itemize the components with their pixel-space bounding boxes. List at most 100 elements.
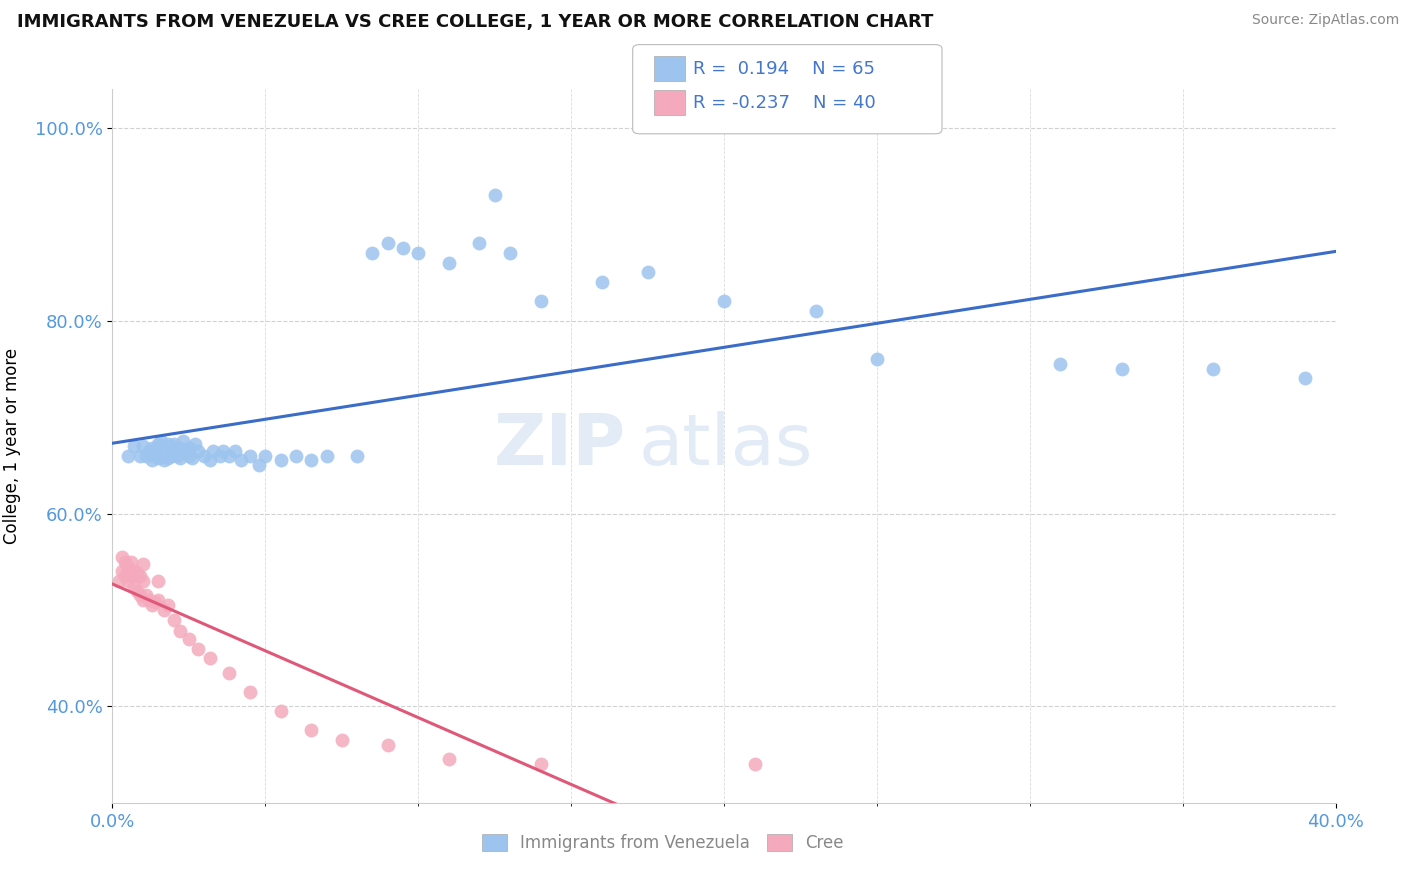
Point [315,449,337,463]
Point [169,624,191,639]
Point [202,443,225,458]
Legend: Immigrants from Venezuela, Cree: Immigrants from Venezuela, Cree [475,827,851,859]
Point [346,449,368,463]
Point [377,236,399,251]
Point [744,757,766,772]
Point [129,569,152,583]
Point [138,593,160,607]
Text: IMMIGRANTS FROM VENEZUELA VS CREE COLLEGE, 1 YEAR OR MORE CORRELATION CHART: IMMIGRANTS FROM VENEZUELA VS CREE COLLEG… [17,13,934,31]
Point [111,549,134,564]
Point [193,449,215,463]
Point [187,443,209,458]
Point [208,449,231,463]
Point [254,449,277,463]
Point [143,595,166,609]
Point [530,294,553,309]
Point [713,294,735,309]
Point [174,443,197,458]
Point [153,603,176,617]
Point [138,443,160,458]
Point [135,449,157,463]
Point [218,449,240,463]
Point [117,574,139,588]
Point [177,449,200,463]
Point [437,752,460,766]
Text: R =  0.194    N = 65: R = 0.194 N = 65 [693,60,875,78]
Point [122,565,145,579]
Point [284,449,308,463]
Point [169,450,191,465]
Point [637,265,659,279]
Point [132,439,155,453]
Point [591,275,613,289]
Point [114,569,136,583]
Text: atlas: atlas [638,411,813,481]
Point [184,437,207,451]
Y-axis label: College, 1 year or more: College, 1 year or more [3,348,21,544]
Point [120,569,142,583]
Point [132,574,155,588]
Point [1294,371,1316,385]
Point [141,598,163,612]
Point [159,449,181,463]
Point [163,437,186,451]
Point [120,555,142,569]
Point [163,443,186,458]
Point [141,453,163,467]
Point [299,723,322,738]
Point [247,458,270,473]
Point [200,651,222,665]
Point [377,738,399,752]
Point [270,453,292,467]
Point [156,437,179,451]
Point [1049,357,1071,371]
Point [499,246,522,260]
Point [437,256,460,270]
Point [122,439,145,453]
Point [1111,362,1133,376]
Point [211,443,233,458]
Point [117,449,139,463]
Point [224,443,246,458]
Point [159,439,181,453]
Point [866,352,889,367]
Point [117,559,139,574]
Point [135,589,157,603]
Text: Source: ZipAtlas.com: Source: ZipAtlas.com [1251,13,1399,28]
Point [163,613,186,627]
Point [218,665,240,680]
Point [107,574,129,588]
Point [804,304,827,318]
Point [177,632,200,646]
Point [200,453,222,467]
Point [156,598,179,612]
Point [141,441,163,455]
Point [330,733,353,747]
Point [187,641,209,656]
Point [299,453,322,467]
Point [129,449,152,463]
Point [156,450,179,465]
Text: ZIP: ZIP [494,411,626,481]
Point [148,593,170,607]
Point [177,441,200,455]
Point [169,441,191,455]
Point [143,449,166,463]
Point [122,579,145,593]
Point [270,704,292,718]
Point [166,449,188,463]
Point [153,441,176,455]
Point [125,583,148,598]
Point [172,434,194,449]
Point [150,449,173,463]
Text: R = -0.237    N = 40: R = -0.237 N = 40 [693,94,876,112]
Point [153,453,176,467]
Point [114,555,136,569]
Point [1202,362,1225,376]
Point [239,685,262,699]
Point [484,188,506,202]
Point [468,236,491,251]
Point [132,557,155,571]
Point [111,565,134,579]
Point [150,434,173,449]
